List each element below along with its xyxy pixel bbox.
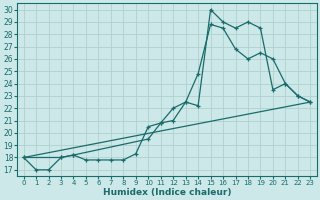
- X-axis label: Humidex (Indice chaleur): Humidex (Indice chaleur): [103, 188, 231, 197]
